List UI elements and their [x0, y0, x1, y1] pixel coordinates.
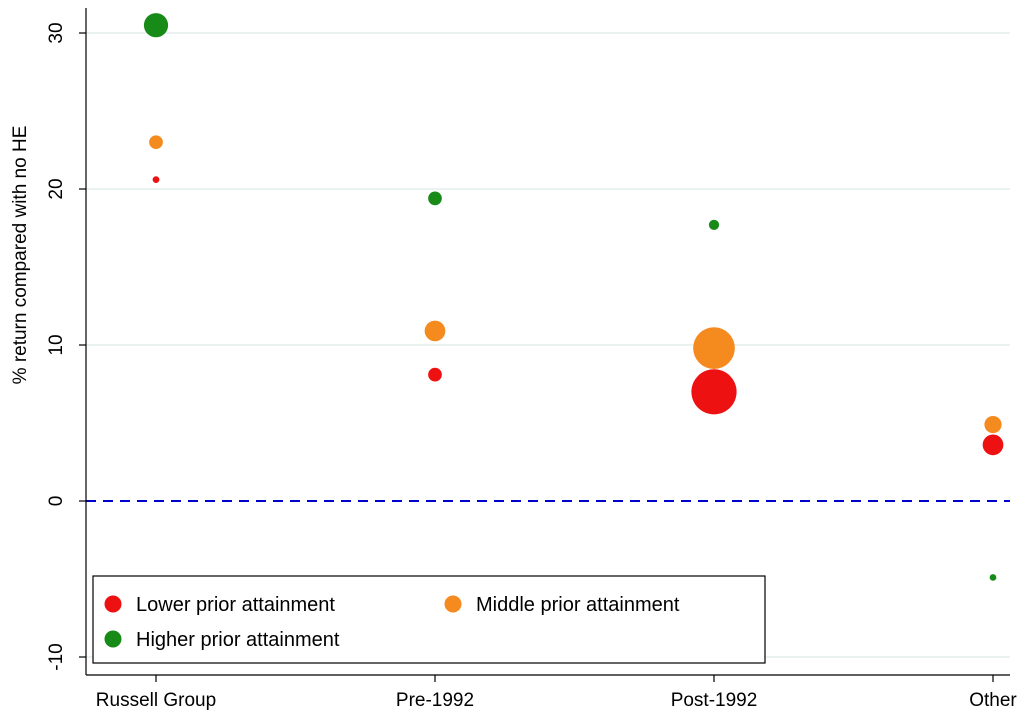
- legend-label: Lower prior attainment: [136, 594, 335, 616]
- y-tick-label: -10: [46, 643, 67, 670]
- legend-label: Middle prior attainment: [476, 594, 680, 616]
- data-point: [428, 367, 442, 382]
- data-point: [424, 320, 446, 342]
- legend-marker: [104, 630, 122, 648]
- data-point: [149, 135, 163, 150]
- data-point: [989, 574, 997, 581]
- legend-marker: [444, 595, 462, 613]
- y-axis-title: % return compared with no HE: [10, 126, 31, 385]
- data-point: [143, 13, 169, 38]
- data-point: [428, 191, 442, 206]
- y-tick-label: 0: [46, 496, 67, 507]
- data-points: [143, 13, 1004, 581]
- y-tick-label: 30: [46, 22, 67, 43]
- data-point: [691, 369, 737, 415]
- data-point: [152, 176, 160, 183]
- data-point: [693, 327, 735, 369]
- x-tick-label: Post-1992: [671, 690, 758, 711]
- y-tick-label: 20: [46, 178, 67, 199]
- legend-marker: [104, 595, 122, 613]
- x-tick-labels: Russell Group Pre-1992 Post-1992 Other: [96, 675, 1017, 711]
- legend-box: [92, 575, 766, 664]
- gridlines: [86, 32, 1010, 658]
- legend: Lower prior attainment Middle prior attai…: [92, 575, 766, 664]
- x-tick-label: Pre-1992: [396, 690, 474, 711]
- data-point: [984, 415, 1002, 434]
- data-point: [982, 434, 1004, 456]
- x-tick-label: Other: [969, 690, 1017, 711]
- y-tick-label: 10: [46, 334, 67, 355]
- y-tick-labels: -10 0 10 20 30: [46, 22, 86, 671]
- axes: [85, 8, 1010, 676]
- legend-label: Higher prior attainment: [136, 629, 340, 651]
- x-tick-label: Russell Group: [96, 690, 216, 711]
- data-point: [708, 219, 720, 230]
